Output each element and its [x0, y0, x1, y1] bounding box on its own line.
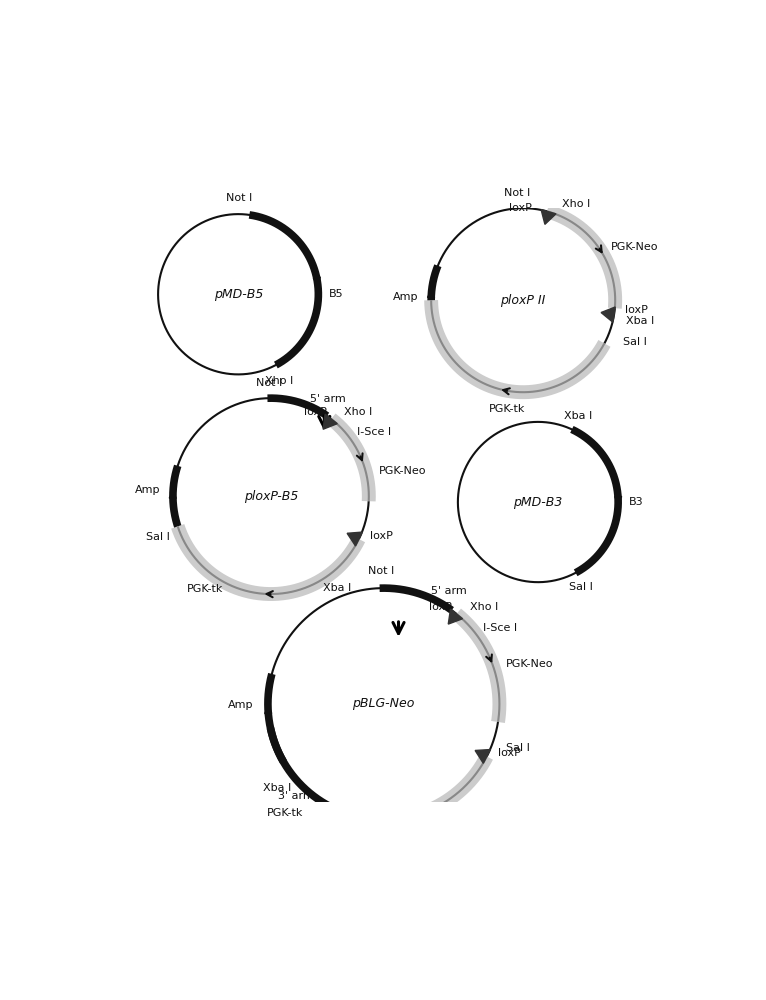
Text: Xho I: Xho I [344, 407, 372, 417]
Text: ploxP-B5: ploxP-B5 [244, 490, 298, 503]
Text: pMD-B3: pMD-B3 [513, 496, 563, 509]
Text: Sal I: Sal I [146, 532, 170, 542]
Text: Xho I: Xho I [470, 602, 498, 612]
Text: B3: B3 [629, 497, 643, 507]
Text: B5: B5 [329, 289, 344, 299]
Text: Not I: Not I [368, 566, 394, 576]
Text: loxP: loxP [429, 602, 452, 612]
Text: ploxP II: ploxP II [500, 294, 546, 307]
Text: I-Sce I: I-Sce I [483, 623, 517, 633]
Text: 5' arm: 5' arm [431, 586, 467, 596]
Text: Xba I: Xba I [565, 411, 593, 421]
Text: Xba I: Xba I [626, 316, 654, 326]
Text: Amp: Amp [393, 292, 418, 302]
Text: loxP: loxP [303, 407, 326, 417]
Text: Not I: Not I [226, 193, 253, 203]
Text: Sal I: Sal I [623, 337, 647, 347]
Text: loxP: loxP [509, 203, 532, 213]
Text: Amp: Amp [228, 700, 254, 710]
Text: PGK-tk: PGK-tk [187, 584, 223, 594]
Text: PGK-Neo: PGK-Neo [611, 242, 658, 252]
Text: Sal I: Sal I [506, 743, 529, 753]
Text: loxP: loxP [497, 748, 520, 758]
Polygon shape [448, 609, 463, 624]
Text: PGK-Neo: PGK-Neo [378, 466, 426, 476]
Text: I-Sce I: I-Sce I [357, 427, 391, 437]
Text: Not I: Not I [256, 378, 282, 388]
Text: pMD-B5: pMD-B5 [214, 288, 263, 301]
Text: Xba I: Xba I [322, 583, 351, 593]
Text: Xba I: Xba I [264, 783, 292, 793]
Text: loxP: loxP [370, 531, 392, 541]
Text: Not I: Not I [504, 188, 530, 198]
Text: PGK-Neo: PGK-Neo [506, 659, 553, 669]
Text: 5' arm: 5' arm [310, 394, 346, 404]
Polygon shape [323, 414, 337, 429]
Text: PGK-tk: PGK-tk [267, 808, 303, 818]
Polygon shape [347, 532, 362, 546]
Text: pBLG-Neo: pBLG-Neo [352, 697, 415, 710]
Text: Xho I: Xho I [562, 199, 591, 209]
Polygon shape [541, 210, 556, 224]
Polygon shape [475, 750, 490, 763]
Text: PGK-tk: PGK-tk [489, 404, 525, 414]
Text: Xho I: Xho I [265, 376, 293, 386]
Polygon shape [601, 307, 615, 322]
Text: Sal I: Sal I [569, 582, 593, 592]
Text: loxP: loxP [625, 305, 648, 315]
Text: Amp: Amp [134, 485, 160, 495]
Text: 3' arm: 3' arm [278, 791, 314, 801]
